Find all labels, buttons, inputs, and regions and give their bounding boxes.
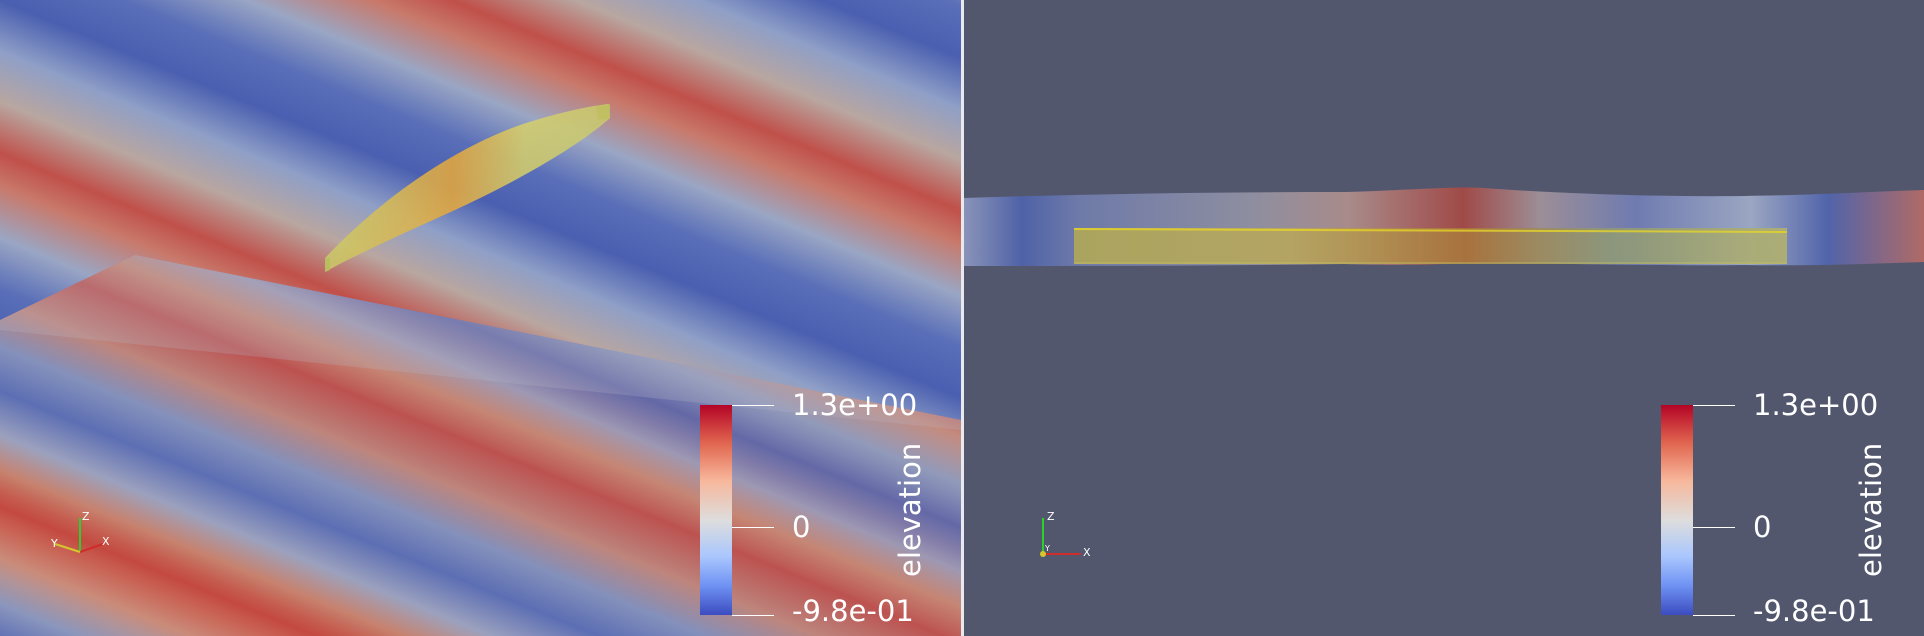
colorbar-max-label: 1.3e+00 [792,388,918,422]
z-axis-label: Z [82,510,90,523]
colorbar-title: elevation [1854,442,1888,577]
colorbar-gradient [700,405,732,615]
colorbar-min-label: -9.8e-01 [792,594,914,628]
colorbar-mid-label: 0 [792,510,811,544]
elevation-colorbar: 1.3e+00 0 -9.8e-01 elevation [1661,391,1921,636]
y-axis-dot [1040,551,1046,557]
x-axis-line [79,543,104,553]
x-axis-label: X [1083,546,1091,559]
y-axis-label: Y [50,537,58,550]
x-axis-label: X [102,535,110,548]
colorbar-tick-max [1693,405,1735,406]
colorbar-tick-min [732,615,774,616]
y-axis-line [54,543,81,553]
colorbar-tick-mid [1693,527,1735,528]
view-splitter[interactable] [961,0,964,636]
right-render-view[interactable]: Z X Y 1.3e+00 0 -9.8e-01 elevation [964,0,1924,636]
colorbar-max-label: 1.3e+00 [1753,388,1879,422]
colorbar-tick-max [732,405,774,406]
colorbar-gradient [1661,405,1693,615]
colorbar-title: elevation [893,442,927,577]
ship-hull-side[interactable] [1073,228,1788,264]
colorbar-tick-mid [732,527,774,528]
ship-hull[interactable] [325,104,610,272]
wave-surface-side [964,187,1924,266]
left-render-view[interactable]: Z X Y 1.3e+00 0 -9.8e-01 elevation [0,0,961,636]
orientation-axes: Z X Y [45,510,115,570]
colorbar-min-label: -9.8e-01 [1753,594,1875,628]
orientation-axes: Z X Y [1040,508,1111,568]
colorbar-tick-min [1693,615,1735,616]
elevation-colorbar: 1.3e+00 0 -9.8e-01 elevation [700,391,960,636]
y-axis-label: Y [1044,544,1050,553]
colorbar-mid-label: 0 [1753,510,1772,544]
z-axis-label: Z [1047,510,1055,523]
